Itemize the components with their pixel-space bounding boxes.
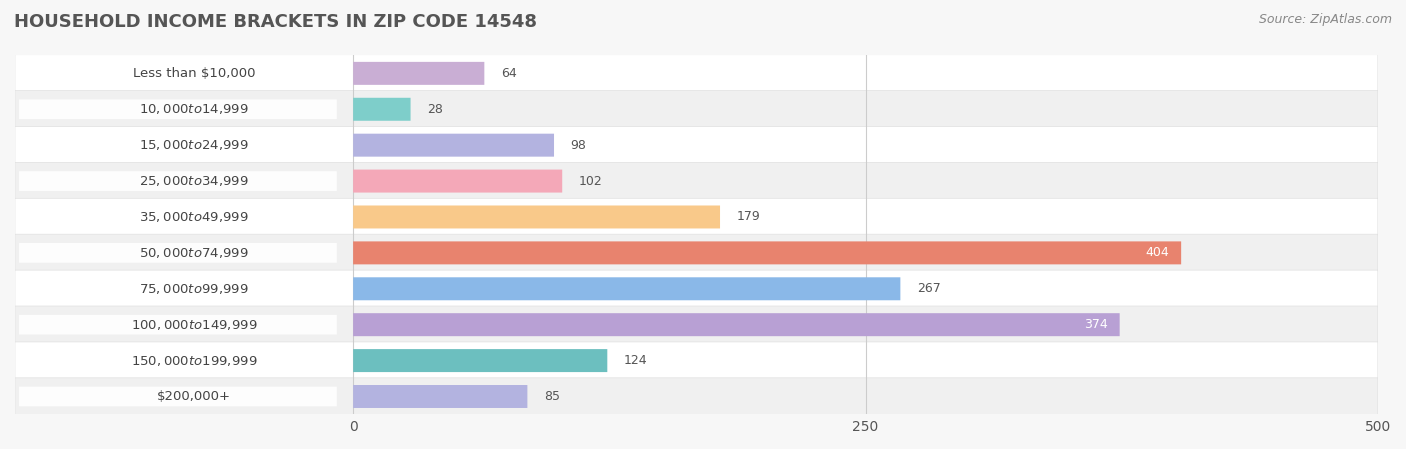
Text: $75,000 to $99,999: $75,000 to $99,999 (139, 282, 249, 296)
Text: 64: 64 (501, 67, 516, 80)
FancyBboxPatch shape (353, 206, 720, 229)
FancyBboxPatch shape (15, 127, 1378, 164)
FancyBboxPatch shape (20, 351, 337, 370)
FancyBboxPatch shape (15, 306, 1378, 343)
FancyBboxPatch shape (15, 234, 1378, 272)
Text: 374: 374 (1084, 318, 1108, 331)
FancyBboxPatch shape (20, 171, 337, 191)
FancyBboxPatch shape (353, 277, 900, 300)
Text: $15,000 to $24,999: $15,000 to $24,999 (139, 138, 249, 152)
FancyBboxPatch shape (20, 207, 337, 227)
FancyBboxPatch shape (353, 134, 554, 157)
Text: $25,000 to $34,999: $25,000 to $34,999 (139, 174, 249, 188)
Text: 28: 28 (427, 103, 443, 116)
Text: $150,000 to $199,999: $150,000 to $199,999 (131, 354, 257, 368)
FancyBboxPatch shape (353, 242, 1181, 264)
FancyBboxPatch shape (15, 55, 1378, 92)
Text: 102: 102 (579, 175, 602, 188)
Text: 179: 179 (737, 211, 761, 224)
FancyBboxPatch shape (20, 243, 337, 263)
Text: Source: ZipAtlas.com: Source: ZipAtlas.com (1258, 13, 1392, 26)
FancyBboxPatch shape (15, 91, 1378, 128)
FancyBboxPatch shape (20, 135, 337, 155)
Text: 85: 85 (544, 390, 560, 403)
FancyBboxPatch shape (353, 349, 607, 372)
Text: $200,000+: $200,000+ (157, 390, 232, 403)
FancyBboxPatch shape (15, 270, 1378, 308)
FancyBboxPatch shape (353, 98, 411, 121)
Text: 98: 98 (571, 139, 586, 152)
FancyBboxPatch shape (15, 342, 1378, 379)
FancyBboxPatch shape (15, 198, 1378, 236)
FancyBboxPatch shape (20, 315, 337, 335)
FancyBboxPatch shape (20, 99, 337, 119)
FancyBboxPatch shape (20, 279, 337, 299)
Text: $50,000 to $74,999: $50,000 to $74,999 (139, 246, 249, 260)
FancyBboxPatch shape (353, 385, 527, 408)
FancyBboxPatch shape (15, 378, 1378, 415)
Text: Less than $10,000: Less than $10,000 (134, 67, 256, 80)
FancyBboxPatch shape (353, 313, 1119, 336)
FancyBboxPatch shape (20, 64, 337, 83)
FancyBboxPatch shape (353, 62, 484, 85)
Text: $35,000 to $49,999: $35,000 to $49,999 (139, 210, 249, 224)
Text: 124: 124 (624, 354, 647, 367)
Text: $100,000 to $149,999: $100,000 to $149,999 (131, 318, 257, 332)
Text: $10,000 to $14,999: $10,000 to $14,999 (139, 102, 249, 116)
FancyBboxPatch shape (20, 387, 337, 406)
Text: 404: 404 (1144, 247, 1168, 260)
Text: 267: 267 (917, 282, 941, 295)
FancyBboxPatch shape (353, 170, 562, 193)
FancyBboxPatch shape (15, 163, 1378, 200)
Text: HOUSEHOLD INCOME BRACKETS IN ZIP CODE 14548: HOUSEHOLD INCOME BRACKETS IN ZIP CODE 14… (14, 13, 537, 31)
